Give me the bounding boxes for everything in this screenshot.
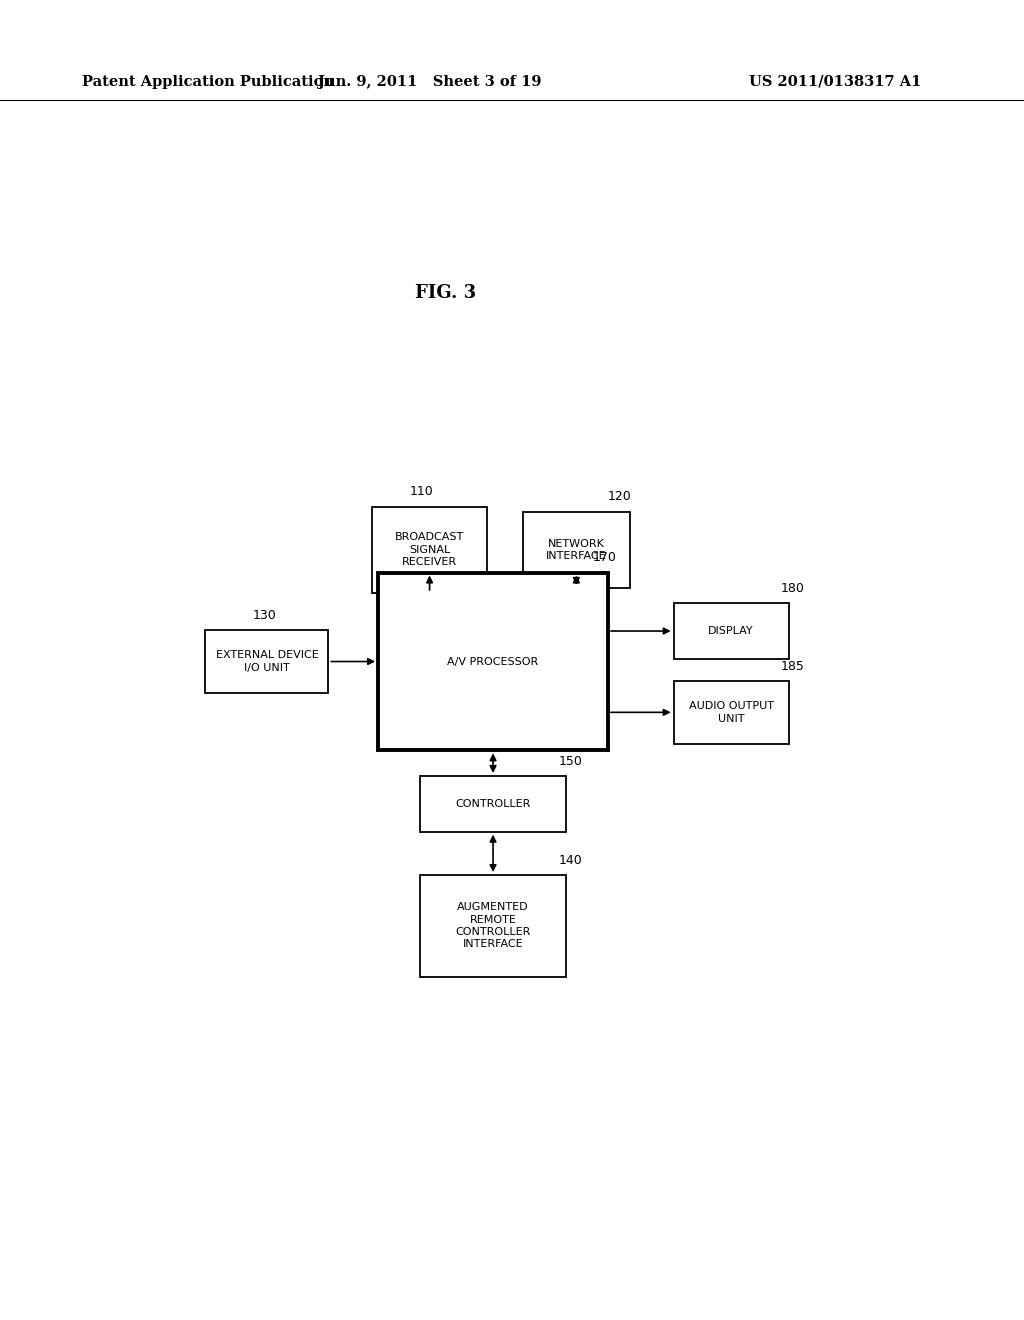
Bar: [674, 681, 788, 744]
Text: Jun. 9, 2011   Sheet 3 of 19: Jun. 9, 2011 Sheet 3 of 19: [318, 75, 542, 88]
Text: US 2011/0138317 A1: US 2011/0138317 A1: [750, 75, 922, 88]
Text: EXTERNAL DEVICE
I/O UNIT: EXTERNAL DEVICE I/O UNIT: [215, 651, 318, 673]
Text: A/V PROCESSOR: A/V PROCESSOR: [447, 656, 539, 667]
Text: 140: 140: [558, 854, 583, 867]
Text: 150: 150: [558, 755, 583, 768]
Text: 120: 120: [608, 491, 632, 503]
Bar: [420, 776, 566, 832]
Text: DISPLAY: DISPLAY: [709, 626, 754, 636]
Text: AUDIO OUTPUT
UNIT: AUDIO OUTPUT UNIT: [688, 701, 774, 723]
Bar: [372, 507, 487, 593]
Text: Patent Application Publication: Patent Application Publication: [82, 75, 334, 88]
Text: 110: 110: [410, 486, 433, 499]
Text: BROADCAST
SIGNAL
RECEIVER: BROADCAST SIGNAL RECEIVER: [395, 532, 464, 568]
Bar: [674, 603, 788, 659]
Bar: [420, 875, 566, 977]
Text: 180: 180: [780, 582, 805, 595]
Text: 130: 130: [253, 609, 276, 622]
Text: NETWORK
INTERFACE: NETWORK INTERFACE: [546, 539, 606, 561]
Text: AUGMENTED
REMOTE
CONTROLLER
INTERFACE: AUGMENTED REMOTE CONTROLLER INTERFACE: [456, 902, 530, 949]
Bar: [523, 512, 630, 587]
Text: 170: 170: [592, 552, 616, 565]
Bar: [206, 630, 329, 693]
Text: 185: 185: [780, 660, 805, 673]
Text: FIG. 3: FIG. 3: [415, 284, 476, 301]
Text: CONTROLLER: CONTROLLER: [456, 799, 530, 809]
Bar: [378, 573, 608, 751]
